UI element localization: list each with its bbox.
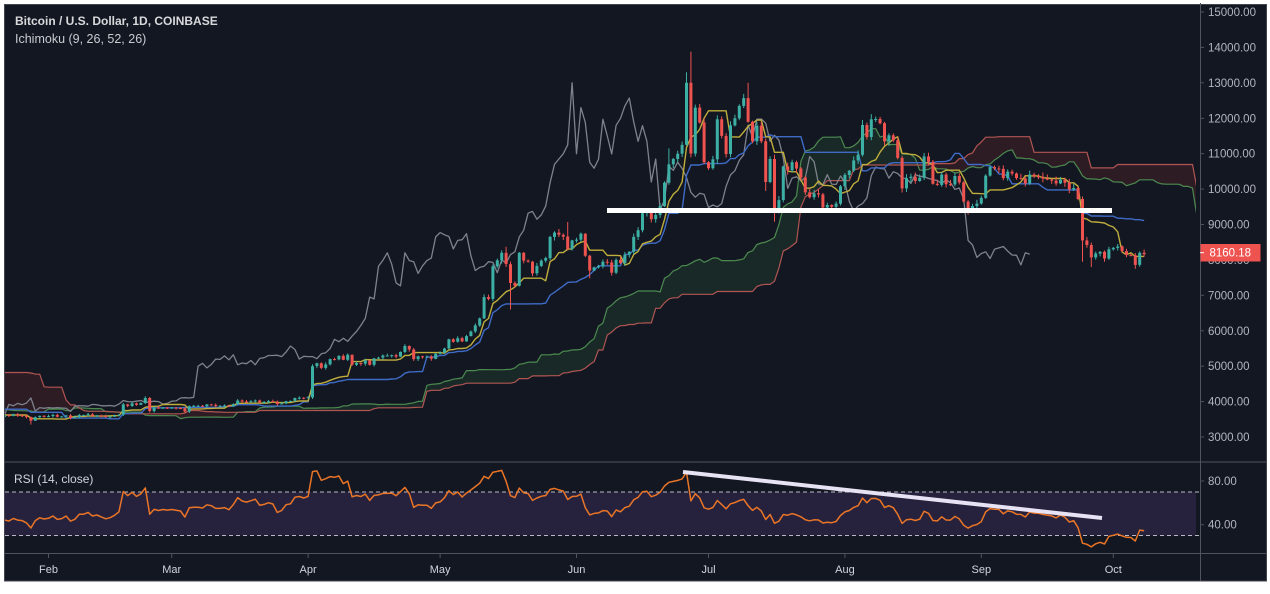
svg-text:13000.00: 13000.00 [1208,78,1256,90]
svg-text:40.00: 40.00 [1208,520,1237,532]
svg-text:Sep: Sep [972,564,992,576]
svg-text:Apr: Apr [300,564,317,576]
svg-text:7000.00: 7000.00 [1208,290,1250,302]
svg-text:May: May [430,564,451,576]
svg-text:12000.00: 12000.00 [1208,113,1256,125]
svg-text:Aug: Aug [835,564,855,576]
svg-text:8160.18: 8160.18 [1210,248,1252,260]
svg-text:Feb: Feb [39,564,58,576]
svg-text:Jun: Jun [568,564,586,576]
svg-text:6000.00: 6000.00 [1208,326,1250,338]
svg-text:11000.00: 11000.00 [1208,149,1255,161]
svg-text:RSI (14, close): RSI (14, close) [14,472,93,486]
svg-text:Ichimoku (9, 26, 52, 26): Ichimoku (9, 26, 52, 26) [15,32,146,46]
svg-text:14000.00: 14000.00 [1208,42,1256,54]
svg-text:Jul: Jul [701,564,715,576]
svg-text:3000.00: 3000.00 [1208,432,1250,444]
svg-text:Bitcoin / U.S. Dollar, 1D, COI: Bitcoin / U.S. Dollar, 1D, COINBASE [15,14,218,28]
svg-text:Oct: Oct [1105,564,1122,576]
svg-text:4000.00: 4000.00 [1208,397,1250,409]
svg-text:10000.00: 10000.00 [1208,184,1256,196]
svg-text:5000.00: 5000.00 [1208,361,1250,373]
svg-text:Mar: Mar [162,564,181,576]
svg-text:15000.00: 15000.00 [1208,7,1256,19]
svg-text:80.00: 80.00 [1208,476,1237,488]
svg-text:9000.00: 9000.00 [1208,220,1250,232]
